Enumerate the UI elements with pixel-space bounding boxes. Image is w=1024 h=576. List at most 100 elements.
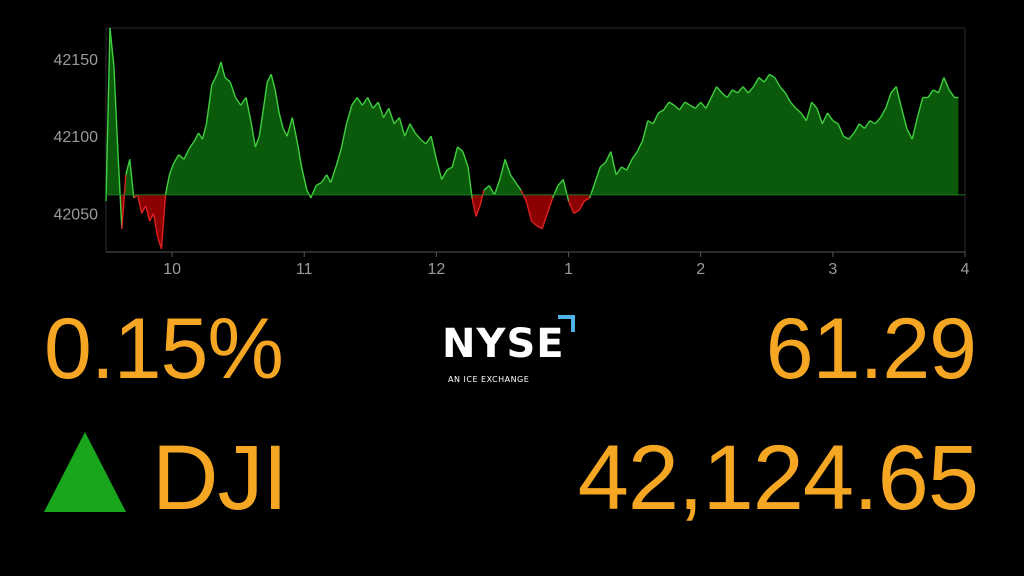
price-line-segment	[446, 166, 453, 171]
price-line-segment	[254, 135, 260, 148]
price-line-segment	[148, 213, 155, 222]
price-line-segment	[121, 174, 127, 229]
price-line-segment	[673, 104, 681, 111]
price-line-segment	[594, 166, 601, 183]
price-line-segment	[689, 104, 696, 109]
price-line-segment	[879, 107, 887, 118]
price-line-segment	[129, 159, 135, 199]
price-line-segment	[599, 161, 607, 168]
price-line-segment	[716, 86, 723, 94]
price-line-segment	[584, 197, 591, 202]
price-line-segment	[573, 209, 580, 214]
price-line-segment	[274, 89, 280, 114]
price-line-segment	[326, 174, 332, 183]
price-line-segment	[557, 178, 564, 187]
price-line-segment	[144, 205, 151, 222]
price-line-segment	[509, 174, 517, 183]
price-line-segment	[296, 143, 303, 168]
price-line-segment	[694, 101, 702, 109]
price-line-segment	[300, 166, 308, 191]
price-line-segment	[567, 200, 575, 214]
x-tick-label: 1	[564, 261, 573, 278]
price-line-segment	[499, 159, 506, 180]
x-tick-label: 12	[427, 261, 445, 278]
up-triangle-icon	[44, 432, 126, 512]
price-line-segment	[769, 73, 776, 79]
price-line-segment	[398, 117, 406, 137]
price-line-segment	[652, 112, 660, 125]
price-line-segment	[752, 77, 760, 88]
x-tick-label: 2	[696, 261, 705, 278]
price-line-segment	[843, 135, 850, 140]
index-value: 42,124.65	[577, 427, 979, 529]
price-line-segment	[475, 205, 481, 217]
price-line-segment	[168, 163, 175, 175]
price-line-segment	[795, 107, 802, 114]
price-line-segment	[388, 108, 395, 125]
price-line-segment	[546, 197, 554, 214]
price-line-segment	[266, 74, 272, 83]
price-line-segment	[245, 97, 253, 124]
price-line-segment	[890, 86, 897, 94]
price-line-segment	[193, 132, 200, 142]
price-line-segment	[335, 148, 342, 168]
gain-area	[312, 97, 472, 195]
price-line-segment	[262, 81, 268, 110]
price-line-segment	[684, 101, 691, 106]
price-line-segment	[710, 86, 718, 98]
price-line-segment	[404, 123, 411, 137]
price-line-segment	[758, 76, 765, 83]
gain-area	[124, 159, 134, 195]
price-line-segment	[160, 194, 167, 249]
price-line-segment	[943, 77, 950, 91]
price-line-segment	[133, 194, 139, 199]
price-line-segment	[826, 112, 834, 122]
price-line-segment	[763, 73, 770, 83]
gain-area	[482, 159, 524, 195]
price-line-segment	[462, 151, 469, 168]
price-line-segment	[784, 92, 792, 103]
price-line-segment	[869, 120, 876, 125]
x-tick-label: 4	[961, 261, 970, 278]
price-line-segment	[361, 97, 369, 106]
price-line-segment	[641, 120, 649, 141]
gain-area	[590, 74, 959, 195]
price-line-segment	[220, 61, 226, 78]
price-line-segment	[626, 159, 633, 171]
gain-area	[165, 62, 310, 195]
price-line-segment	[291, 117, 299, 145]
price-line-segment	[483, 185, 490, 191]
price-line-segment	[863, 120, 871, 129]
price-line-segment	[658, 109, 665, 114]
price-line-segment	[900, 108, 908, 129]
price-line-segment	[800, 112, 807, 122]
price-line-segment	[425, 135, 432, 145]
price-line-segment	[382, 107, 390, 118]
price-line-segment	[937, 77, 945, 94]
price-line-segment	[895, 86, 903, 109]
price-line-segment	[589, 182, 596, 199]
price-line-segment	[853, 123, 860, 134]
price-line-segment	[310, 185, 317, 199]
price-line-segment	[779, 86, 786, 94]
price-line-segment	[216, 61, 222, 75]
price-line-segment	[536, 225, 543, 230]
price-line-segment	[525, 200, 533, 222]
price-line-segment	[885, 92, 892, 109]
loss-area	[471, 194, 483, 217]
price-line-segment	[393, 117, 400, 125]
price-line-segment	[224, 76, 231, 83]
price-line-segment	[278, 112, 284, 129]
price-line-segment	[409, 123, 416, 134]
price-line-segment	[479, 190, 485, 206]
price-line-segment	[172, 154, 180, 165]
price-line-segment	[137, 194, 143, 214]
price-line-segment	[141, 205, 147, 214]
price-line-segment	[320, 174, 328, 183]
price-line-segment	[414, 132, 422, 140]
price-line-segment	[435, 159, 443, 180]
price-line-segment	[604, 151, 612, 163]
price-line-segment	[832, 120, 839, 125]
price-line-segment	[805, 101, 813, 121]
